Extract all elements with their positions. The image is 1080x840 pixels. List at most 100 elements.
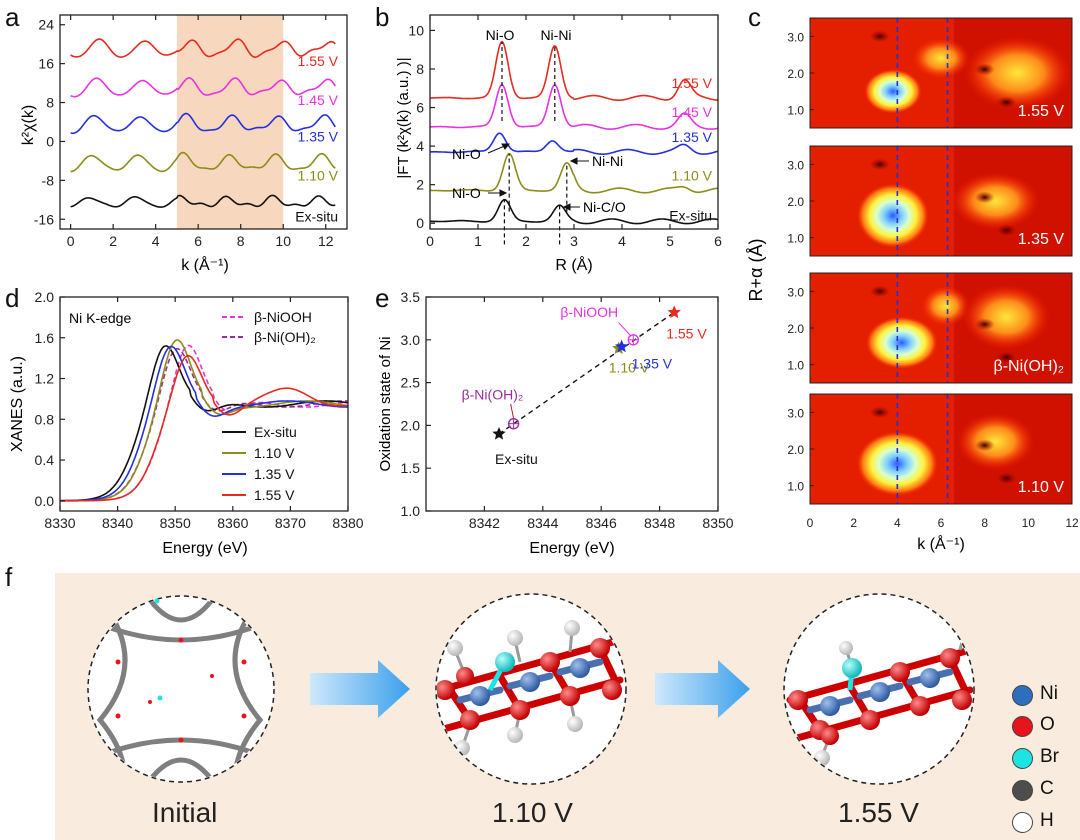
- ytick-label: 1.0: [787, 104, 804, 118]
- xtick-label: 6: [194, 233, 202, 249]
- xtick-label: 10: [275, 233, 291, 249]
- panel-label-e: e: [375, 283, 390, 313]
- series-label-1-45-v: 1.45 V: [298, 92, 339, 108]
- map-dark-spot: [869, 158, 890, 171]
- ytick-label: -16: [34, 211, 54, 227]
- ytick-label: 2.0: [35, 289, 55, 305]
- map-blob: [865, 316, 938, 369]
- series-line-1-45-v: [430, 83, 719, 130]
- ytick-label: 0.8: [35, 411, 55, 427]
- xtick-label: 8350: [702, 515, 733, 531]
- map-dark-spot: [996, 96, 1017, 109]
- xtick-label: 4: [152, 233, 160, 249]
- xtick-label: 8348: [644, 515, 675, 531]
- legend-label-c: C: [1040, 778, 1054, 799]
- annotation-arrows: [487, 143, 589, 211]
- series-line-niooh: [60, 344, 349, 502]
- legend-label-ni-oh: β-Ni(OH)₂: [254, 329, 316, 345]
- ytick-label: 3.0: [401, 332, 421, 348]
- legend-label-br: Br: [1040, 746, 1059, 767]
- ytick-label: 1.0: [787, 359, 804, 373]
- map-label-ni-oh: β-Ni(OH)₂: [993, 358, 1064, 375]
- xtick-label: 2: [850, 516, 857, 530]
- panel-d-ylabel: XANES (a.u.): [9, 356, 26, 452]
- ytick-label: 2: [416, 177, 424, 193]
- ytick-label: 24: [38, 17, 54, 33]
- map-dark-spot: [974, 439, 995, 452]
- ytick-label: 8: [46, 95, 54, 111]
- legend-swatch-c: [1012, 780, 1033, 801]
- xtick-label: 6: [714, 233, 722, 249]
- xtick-label: 8370: [275, 515, 306, 531]
- panel-d-xlabel: Energy (eV): [162, 540, 247, 557]
- panel-label-a: a: [5, 2, 20, 32]
- ytick-label: 2.0: [401, 417, 421, 433]
- panel-a-xlabel: k (Å⁻¹): [181, 255, 229, 274]
- ytick-label: 3.5: [401, 289, 421, 305]
- point-label-niooh: β-NiOOH: [560, 304, 618, 320]
- map-dark-spot: [974, 63, 995, 76]
- annotation-ni-o-exsitu: Ni-O: [452, 185, 481, 201]
- annotation-ni-o-110: Ni-O: [452, 146, 481, 162]
- panel-e-xlabel: Energy (eV): [529, 540, 614, 557]
- panel-b-xlabel: R (Å): [555, 255, 592, 274]
- wavelet-map-1-10-v: 1.10 V: [809, 393, 1073, 505]
- series-line-1-55-v: [430, 40, 719, 101]
- series-line-ex-situ: [430, 198, 719, 225]
- ytick-label: 2.0: [787, 195, 804, 209]
- xtick-label: 8: [237, 233, 245, 249]
- legend-label-ex-situ: Ex-situ: [254, 424, 297, 440]
- map-dark-spot: [869, 285, 890, 298]
- ytick-label: 1.0: [401, 503, 421, 519]
- panel-d-title: Ni K-edge: [69, 310, 131, 326]
- xtick-label: 4: [618, 233, 626, 249]
- point-label-1-35-v: 1.35 V: [632, 356, 673, 372]
- structure-155v: [783, 593, 975, 785]
- xtick-label: 3: [570, 233, 578, 249]
- ytick-label: 10: [408, 22, 424, 38]
- map-dark-spot: [974, 191, 995, 204]
- ytick-label: 1.0: [787, 480, 804, 494]
- map-blob: [921, 285, 970, 327]
- annotation-arrow: [618, 322, 631, 336]
- panel-label-f: f: [5, 562, 13, 592]
- panel-c-ylabel: R+α (Å): [746, 239, 766, 302]
- ytick-label: 2.0: [787, 67, 804, 81]
- map-label-1-10-v: 1.10 V: [1018, 479, 1065, 496]
- ytick-label: 3.0: [787, 285, 804, 299]
- panel-a-ylabel: k²χ(k): [20, 105, 37, 145]
- map-dark-spot: [974, 318, 995, 331]
- panel-label-c: c: [748, 2, 761, 32]
- legend-swatch-o: [1012, 716, 1033, 737]
- map-blob: [864, 69, 922, 114]
- legend-label-niooh: β-NiOOH: [254, 309, 312, 325]
- series-label-1-35-v: 1.35 V: [298, 128, 339, 144]
- series-line-1-35-v: [70, 112, 336, 135]
- xtick-label: 8344: [527, 515, 558, 531]
- map-blob: [912, 38, 970, 79]
- ytick-label: 1.6: [35, 330, 55, 346]
- legend-label-1-35-v: 1.35 V: [254, 466, 295, 482]
- xtick-label: 0: [426, 233, 434, 249]
- ytick-label: 1.5: [401, 460, 421, 476]
- xtick-label: 2: [109, 233, 117, 249]
- series-line-1-10-v: [430, 152, 719, 194]
- panel-c-xlabel: k (Å⁻¹): [917, 534, 965, 553]
- legend-label-h: H: [1040, 810, 1054, 831]
- legend-label-1-55-v: 1.55 V: [254, 487, 295, 503]
- ytick-label: 1.2: [35, 371, 55, 387]
- xtick-label: 8: [981, 516, 988, 530]
- annotation-arrow: [510, 403, 515, 419]
- ytick-label: 3.0: [787, 30, 804, 44]
- ytick-label: 2.0: [787, 322, 804, 336]
- transition-arrow-1: [310, 660, 410, 718]
- series-line-ex-situ: [70, 194, 336, 208]
- xtick-label: 12: [1065, 516, 1079, 530]
- xtick-label: 8330: [44, 515, 75, 531]
- series-label-1-35-v: 1.35 V: [672, 129, 713, 145]
- panel-d-frame: [59, 296, 349, 512]
- panel-e-chart: 8342 8344 8346 8348 8350 1.0 1.5 2.0 2.5 3.0 3.5 E…: [377, 289, 734, 557]
- panel-label-b: b: [375, 2, 390, 32]
- map-blob: [963, 284, 1050, 350]
- panel-e-ylabel: Oxidation state of Ni: [377, 336, 394, 471]
